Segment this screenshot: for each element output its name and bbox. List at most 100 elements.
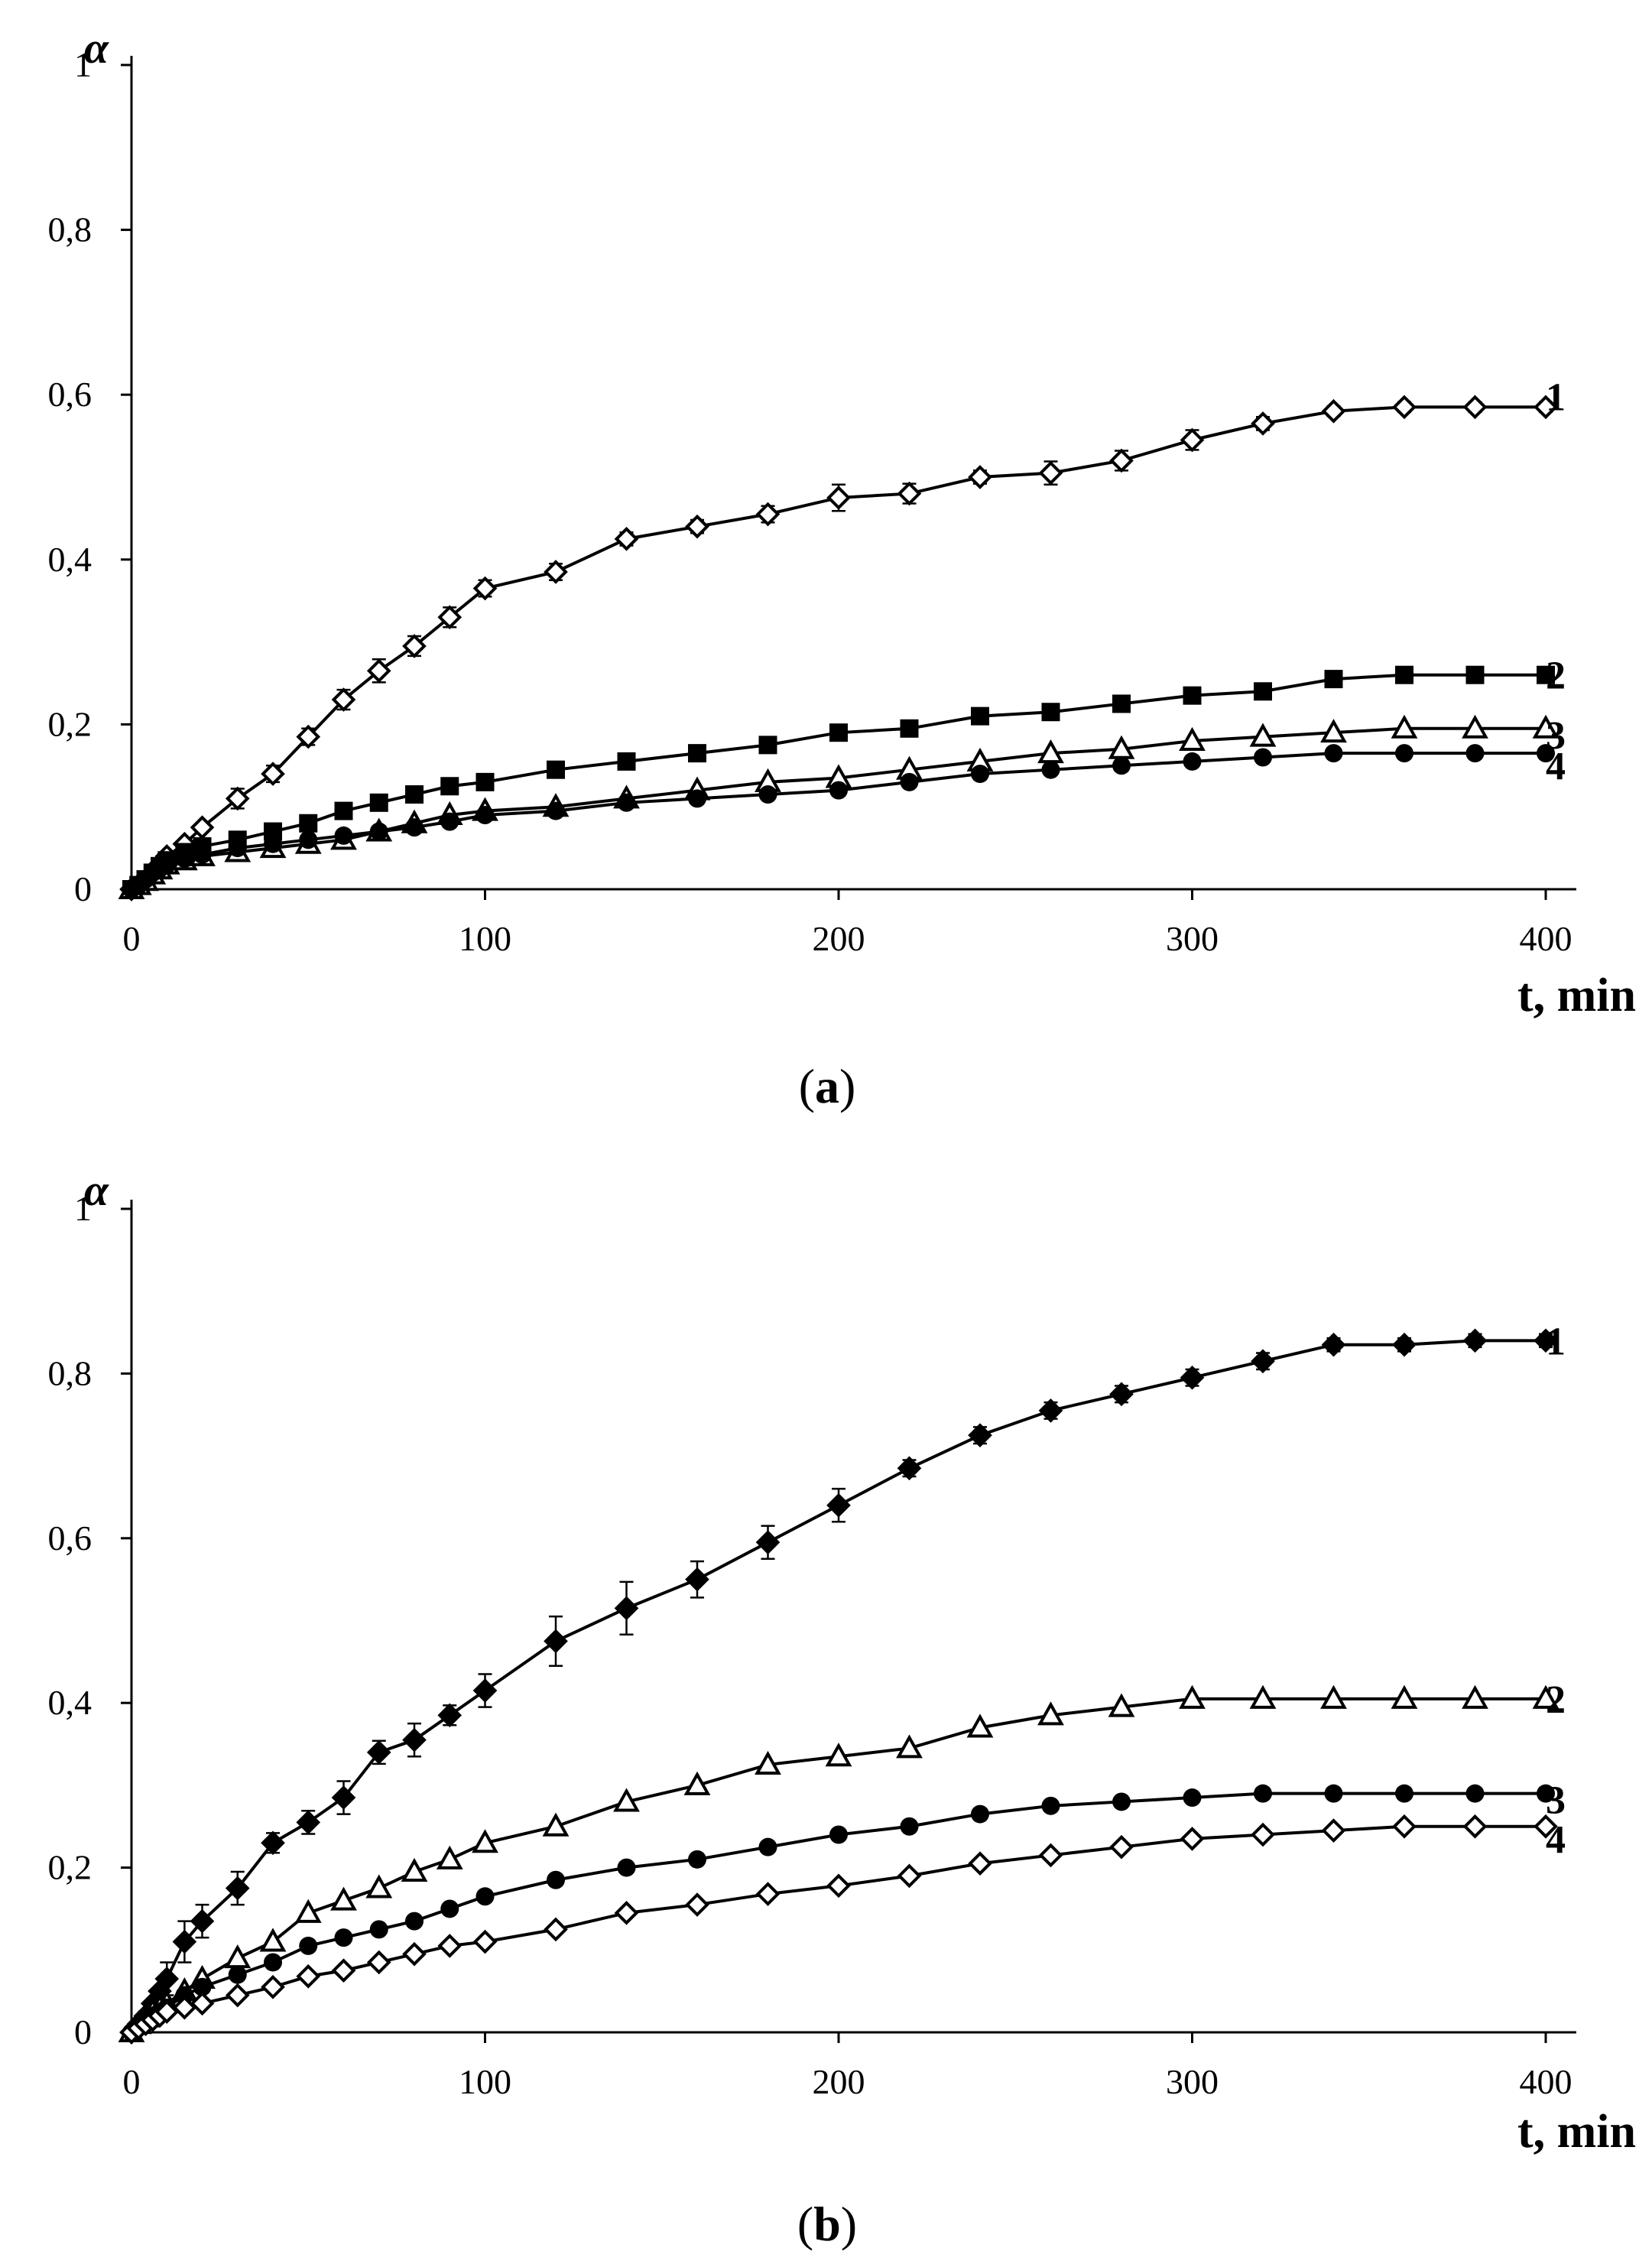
data-point (154, 1967, 180, 1991)
data-point (402, 634, 427, 658)
data-point (366, 1739, 391, 1765)
y-tick-label: 0,8 (48, 210, 92, 249)
data-point (1183, 1788, 1202, 1808)
data-point (472, 1929, 498, 1954)
data-point (1180, 1365, 1205, 1390)
data-point (617, 1858, 636, 1877)
data-point (440, 1899, 459, 1918)
data-point (1324, 744, 1343, 763)
data-point (685, 1567, 709, 1592)
data-point (475, 772, 495, 791)
data-point (1112, 1792, 1131, 1811)
data-point (472, 1829, 498, 1853)
data-point (334, 1928, 353, 1947)
data-point (1462, 1684, 1488, 1709)
data-point (897, 481, 922, 506)
data-point (1465, 744, 1485, 763)
data-point (826, 486, 851, 510)
data-point (1462, 395, 1488, 420)
data-point (968, 1423, 992, 1448)
data-point (1391, 1684, 1418, 1709)
data-point (1251, 411, 1275, 436)
y-tick-label: 1 (74, 1189, 92, 1228)
data-point (1037, 1701, 1064, 1726)
y-tick-label: 0,6 (48, 375, 92, 414)
data-point (826, 1493, 851, 1518)
data-point (1392, 395, 1417, 420)
data-point (436, 1845, 463, 1869)
data-point (1179, 726, 1206, 751)
data-point (755, 1530, 781, 1555)
data-point (897, 1863, 922, 1889)
data-point (1112, 756, 1131, 775)
data-point (401, 1857, 428, 1882)
data-point (755, 1750, 781, 1775)
data-point (175, 849, 194, 869)
data-point (614, 1596, 639, 1621)
panel-caption: (b) (797, 2197, 857, 2251)
series-label: 3 (1546, 1779, 1566, 1823)
data-point (1465, 665, 1485, 684)
data-point (685, 514, 709, 539)
x-tick-label: 300 (1166, 919, 1219, 958)
data-point (1321, 1332, 1346, 1357)
data-point (402, 1941, 427, 1967)
data-point (1180, 1827, 1205, 1851)
y-tick-label: 0,8 (48, 1353, 92, 1392)
data-point (228, 839, 247, 858)
series-label: 4 (1546, 1818, 1566, 1862)
data-point (193, 1977, 212, 1996)
data-point (193, 845, 212, 864)
data-point (900, 1817, 919, 1836)
data-point (547, 760, 565, 779)
data-point (544, 1917, 568, 1942)
data-point (1532, 714, 1560, 739)
y-tick-label: 0,2 (48, 704, 92, 743)
data-point (547, 801, 565, 820)
data-point (331, 1785, 356, 1810)
data-point (1320, 719, 1347, 743)
x-tick-label: 100 (459, 2062, 511, 2101)
chart-panel-b: 0 0,2 0,4 0,6 0,8 1 0 100 200 300 400 α t, min 1 2 34 (b… (48, 1165, 1637, 2251)
data-point (369, 793, 388, 812)
x-tick-label: 200 (813, 919, 865, 958)
data-point (1254, 1784, 1272, 1803)
data-point (1537, 1784, 1555, 1803)
data-point (1041, 1796, 1060, 1815)
data-point (1532, 1684, 1560, 1709)
panel-letter: b (813, 2197, 841, 2251)
series-label: 1 (1546, 1320, 1566, 1363)
data-point (259, 1928, 287, 1952)
data-point (547, 1870, 565, 1889)
series-label: 2 (1546, 655, 1566, 698)
data-point (1462, 1814, 1488, 1839)
data-point (437, 1934, 462, 1958)
data-point (971, 1804, 989, 1824)
data-point (261, 1830, 285, 1856)
data-point (683, 1771, 711, 1795)
y-tick-label: 0,2 (48, 1848, 92, 1887)
data-point (405, 785, 424, 804)
data-point (224, 1944, 252, 1969)
data-point (1038, 1843, 1063, 1868)
data-point (966, 1713, 994, 1738)
data-point (405, 1912, 424, 1931)
data-point (228, 1965, 247, 1984)
data-point (971, 765, 989, 784)
x-tick-label: 200 (813, 2062, 865, 2101)
data-point (1465, 1784, 1485, 1803)
data-point (829, 1825, 848, 1844)
x-tick-label: 400 (1520, 919, 1572, 958)
y-tick-label: 0 (74, 869, 92, 908)
data-point (1395, 744, 1413, 763)
data-point (688, 1850, 706, 1869)
data-point (1534, 395, 1558, 420)
y-tick-label: 0,4 (48, 540, 92, 579)
data-point (542, 1812, 570, 1837)
data-point (1462, 714, 1488, 739)
x-tick-label: 0 (123, 2062, 141, 2101)
data-point (1324, 670, 1343, 689)
data-point (1108, 1693, 1135, 1717)
data-point (544, 1629, 568, 1654)
